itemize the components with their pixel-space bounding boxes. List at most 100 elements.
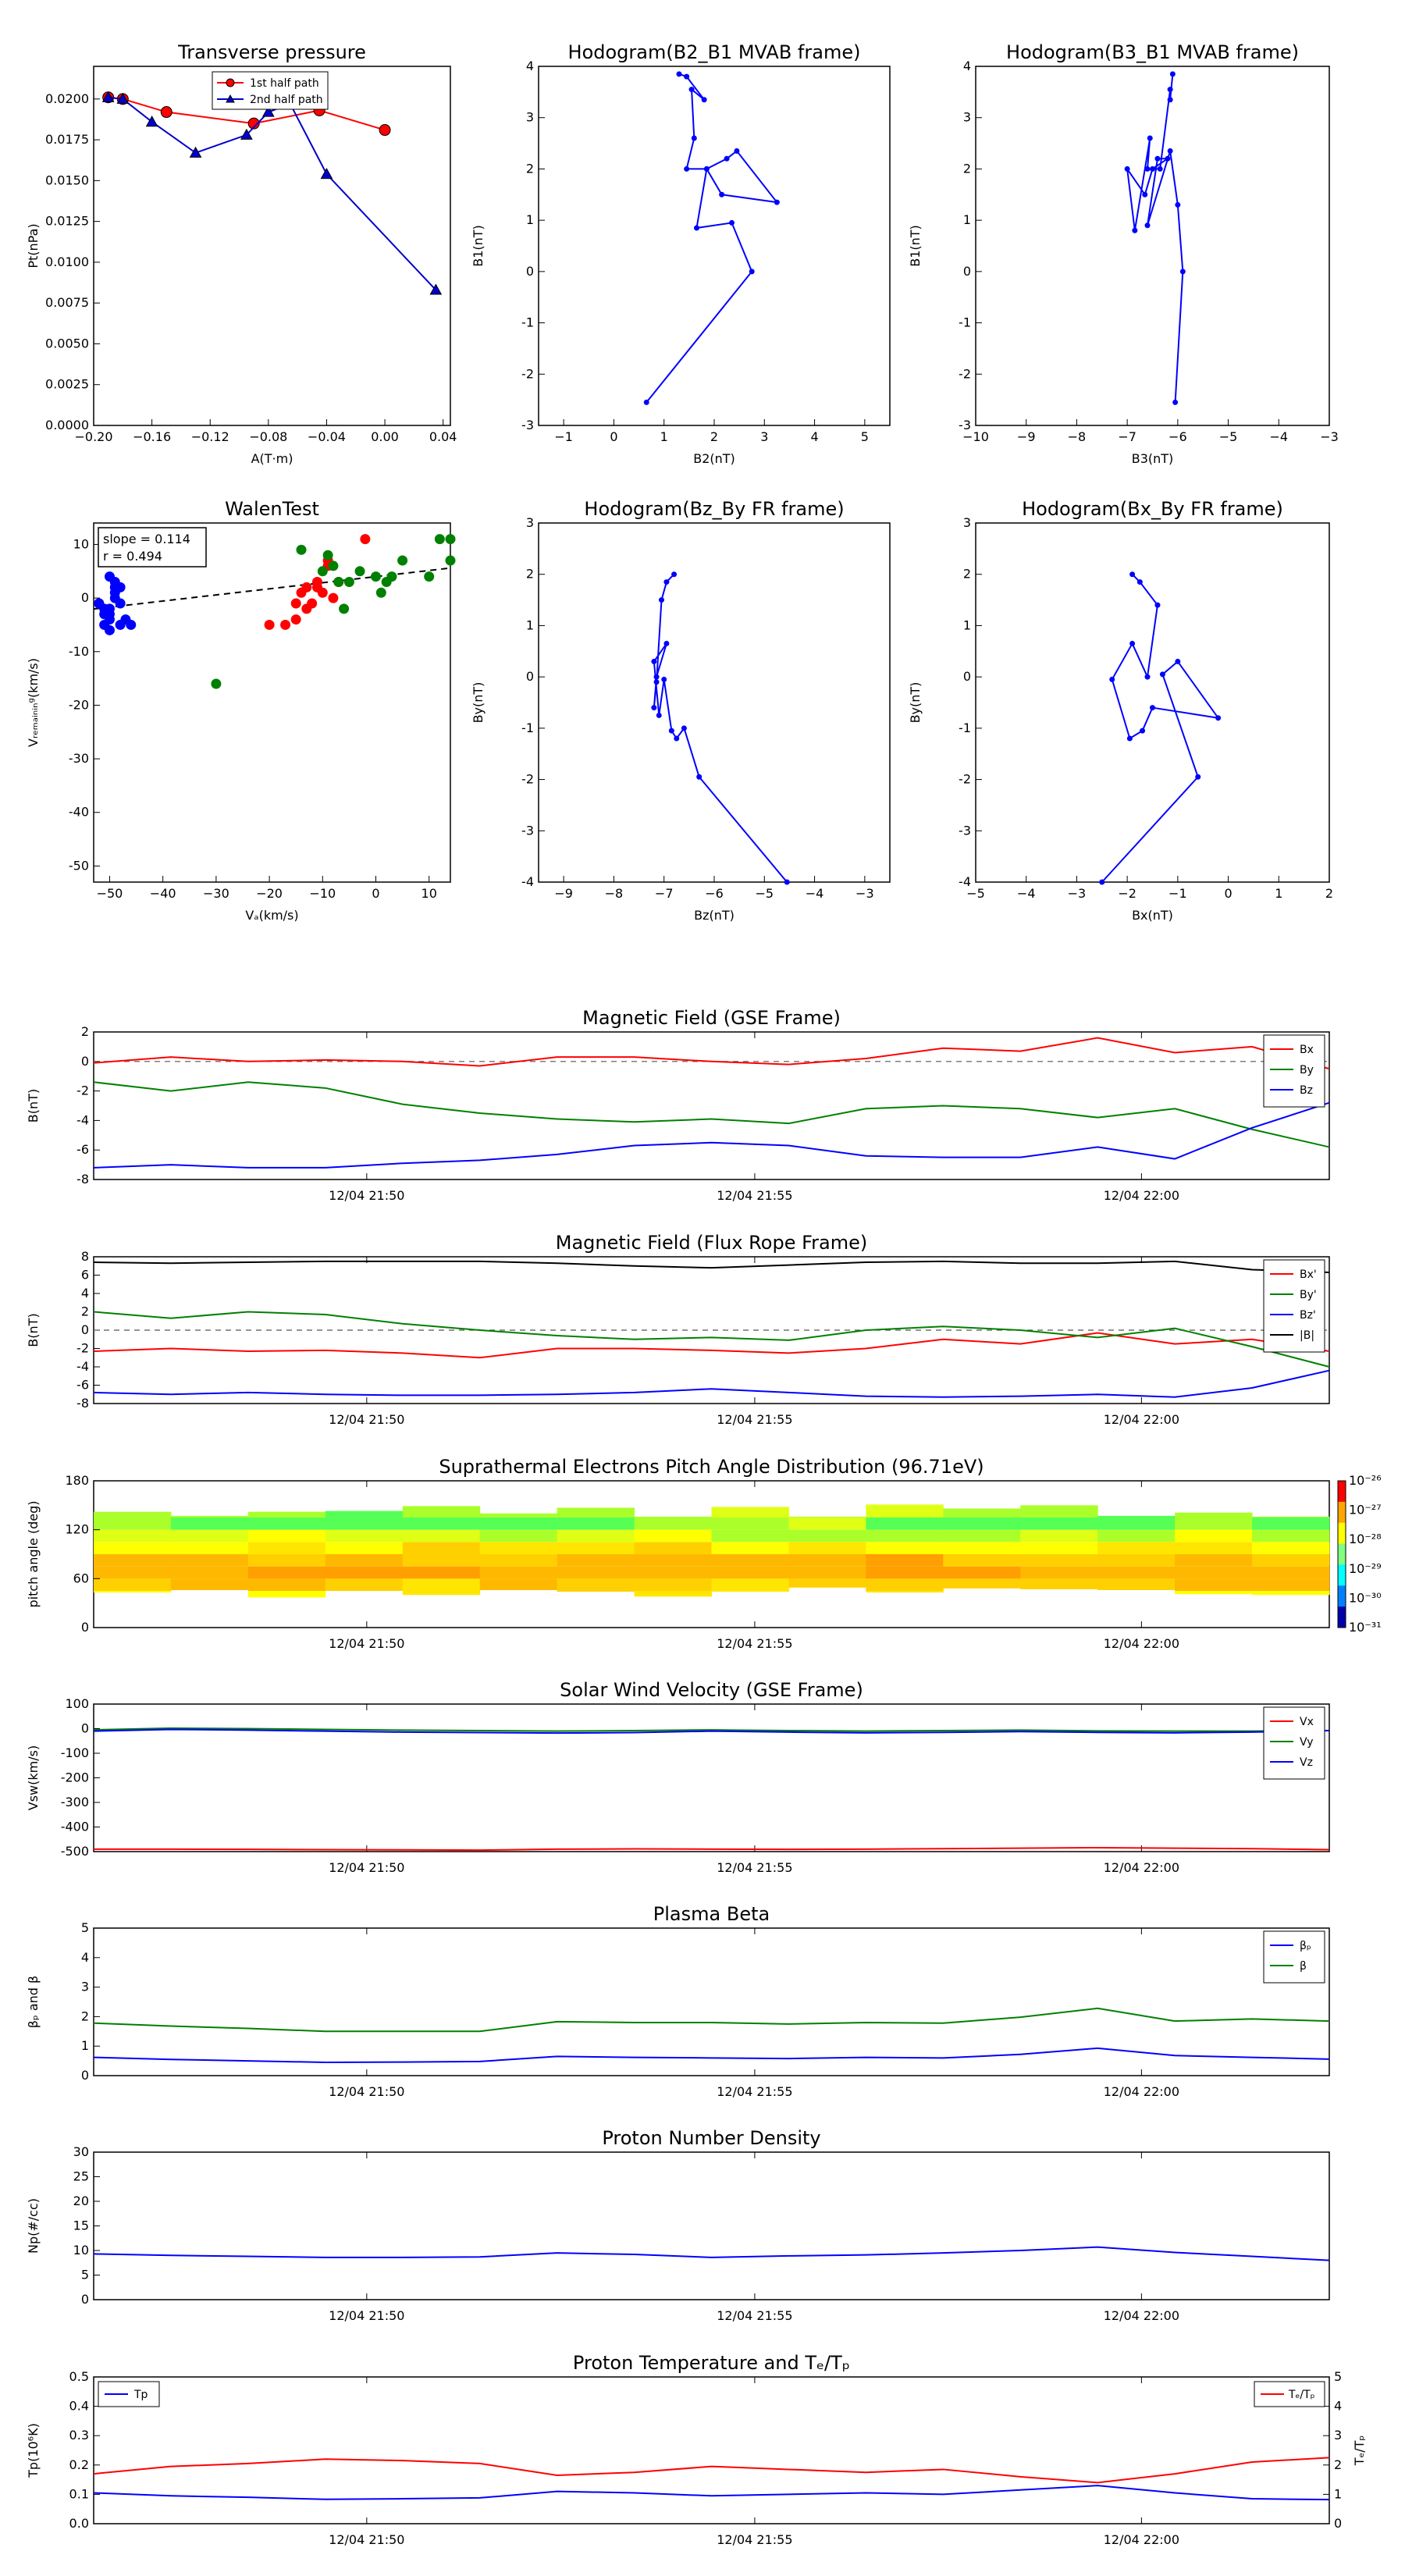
h1-data-point xyxy=(691,135,697,141)
h3-data-point xyxy=(671,571,678,578)
pad-heatmap-cell xyxy=(1175,1566,1253,1579)
tp-ytick-label: 0.0200 xyxy=(45,91,89,106)
pad-heatmap-cell xyxy=(402,1554,481,1567)
tp-ytick-label: 0.0100 xyxy=(45,254,89,269)
pad-heatmap-cell xyxy=(634,1542,712,1554)
walen-ytick-label: -50 xyxy=(69,858,89,873)
pad-heatmap-cell xyxy=(1097,1515,1176,1517)
bfr-ytick-label: 2 xyxy=(81,1304,89,1319)
tpr-axes-frame xyxy=(93,2376,1330,2524)
bfr-ytick-label: -2 xyxy=(76,1341,89,1356)
tpr-ytick-label: 2 xyxy=(1334,2457,1342,2472)
tpr-ylabel: Tp(10⁶K) xyxy=(26,2423,41,2478)
walen-data-point xyxy=(307,598,318,609)
h4-title: Hodogram(Bx_By FR frame) xyxy=(1022,498,1283,520)
h4-xtick-label: 1 xyxy=(1275,886,1282,901)
h3-data-point xyxy=(651,705,657,711)
tp-xtick-label: −0.12 xyxy=(191,429,229,444)
bgse-ylabel: B(nT) xyxy=(26,1089,41,1123)
h3-xtick-label: −7 xyxy=(655,886,674,901)
walen-annotation-text: r = 0.494 xyxy=(103,549,162,564)
h2-data-point xyxy=(1132,227,1138,233)
tp-axes-frame xyxy=(93,66,451,426)
walen-annotation-text: slope = 0.114 xyxy=(103,532,190,546)
walen-data-point xyxy=(375,587,386,598)
h2-ytick-label: 4 xyxy=(963,59,971,73)
pad-heatmap-cell xyxy=(1020,1578,1098,1589)
h2-xtick-label: −9 xyxy=(1017,429,1036,444)
h1-xtick-label: 1 xyxy=(660,429,668,444)
np-axes-frame xyxy=(93,2151,1330,2300)
h2-xtick-label: −8 xyxy=(1068,429,1087,444)
h1-ytick-label: -3 xyxy=(521,418,534,432)
h3-axes-frame xyxy=(538,522,891,883)
h2-ytick-label: 0 xyxy=(963,264,971,279)
h2-xtick-label: −6 xyxy=(1168,429,1187,444)
h3-data-point xyxy=(656,712,662,718)
h3-data-point xyxy=(651,658,657,664)
pad-ytick-label: 180 xyxy=(65,1473,89,1488)
pad-heatmap-cell xyxy=(866,1505,944,1517)
h1-data-point xyxy=(703,165,710,172)
bfr-xtick-label: 12/04 21:55 xyxy=(717,1412,792,1427)
bfr-legend-box xyxy=(1263,1259,1325,1353)
vsw-ylabel: Vsw(km/s) xyxy=(26,1745,41,1810)
tp-data-point xyxy=(116,92,130,104)
pad-heatmap-cell xyxy=(557,1566,635,1579)
pad-heatmap-cell xyxy=(557,1554,635,1567)
pad-heatmap-cell xyxy=(94,1554,172,1567)
h1-xtick-label: 2 xyxy=(710,429,718,444)
h4-ytick-label: 1 xyxy=(963,617,971,632)
h4-data-point xyxy=(1099,879,1105,885)
pad-heatmap-cell xyxy=(170,1566,249,1579)
bgse-series-line-0 xyxy=(93,1037,1330,1070)
walen-ytick-label: -40 xyxy=(69,805,89,820)
tp-legend: 1st half path 2nd half path xyxy=(212,71,329,110)
pad-heatmap-cell xyxy=(170,1554,249,1567)
tp-ytick-label: 0.0175 xyxy=(45,132,89,147)
h1-series-line-0 xyxy=(646,73,779,404)
vsw-ytick-label: -500 xyxy=(61,1844,89,1859)
pad-heatmap-cell xyxy=(1097,1554,1176,1567)
h4-ylabel: By(nT) xyxy=(908,682,923,724)
pad-heatmap-cell xyxy=(402,1506,481,1517)
walen-title: WalenTest xyxy=(225,498,319,520)
h1-data-point xyxy=(701,97,707,103)
bfr-ytick-label: 8 xyxy=(81,1249,89,1264)
pad-heatmap-cell xyxy=(711,1542,789,1554)
tp-data-point xyxy=(320,167,333,180)
pad-heatmap-cell xyxy=(866,1554,944,1567)
pad-heatmap-cell xyxy=(788,1542,866,1554)
tp-xtick-label: −0.04 xyxy=(308,429,346,444)
tp-legend-marker xyxy=(226,78,235,87)
h1-data-point xyxy=(643,399,649,405)
bgse-ytick-label: 0 xyxy=(81,1054,89,1069)
walen-xtick-label: −10 xyxy=(309,886,336,901)
pad-heatmap-cell xyxy=(1175,1591,1253,1595)
h3-ytick-label: -3 xyxy=(521,823,534,838)
h1-axes-frame xyxy=(538,66,891,426)
pad-heatmap-cell xyxy=(170,1529,249,1542)
h4-xtick-label: −2 xyxy=(1118,886,1136,901)
tp-title: Transverse pressure xyxy=(177,41,366,63)
tp-data-point xyxy=(101,91,115,102)
bgse-ytick-label: -8 xyxy=(76,1172,89,1187)
bfr-series-line-1 xyxy=(93,1311,1330,1368)
pad-colorbar-label: 10⁻²⁶ xyxy=(1349,1473,1382,1488)
pad-colorbar-segment xyxy=(1338,1585,1346,1607)
walen-fit-line xyxy=(93,567,451,610)
h2-xtick-label: −4 xyxy=(1269,429,1288,444)
bfr-legend-label: Bz' xyxy=(1300,1309,1316,1322)
vsw-legend-box xyxy=(1263,1706,1325,1780)
pad-heatmap-cell xyxy=(711,1578,789,1591)
tpr-xtick-label: 12/04 22:00 xyxy=(1104,2532,1179,2547)
h4-xtick-label: −4 xyxy=(1017,886,1036,901)
h3-xtick-label: −5 xyxy=(755,886,774,901)
beta-ytick-label: 4 xyxy=(81,1950,89,1965)
h1-data-point xyxy=(684,73,690,80)
pad-heatmap-cell xyxy=(866,1591,944,1593)
h3-data-point xyxy=(653,674,660,680)
pad-heatmap-cell xyxy=(943,1517,1021,1530)
walen-data-point xyxy=(126,619,137,630)
bfr-panel: Magnetic Field (Flux Rope Frame) -8 -6 -4 -2… xyxy=(26,1232,1330,1427)
